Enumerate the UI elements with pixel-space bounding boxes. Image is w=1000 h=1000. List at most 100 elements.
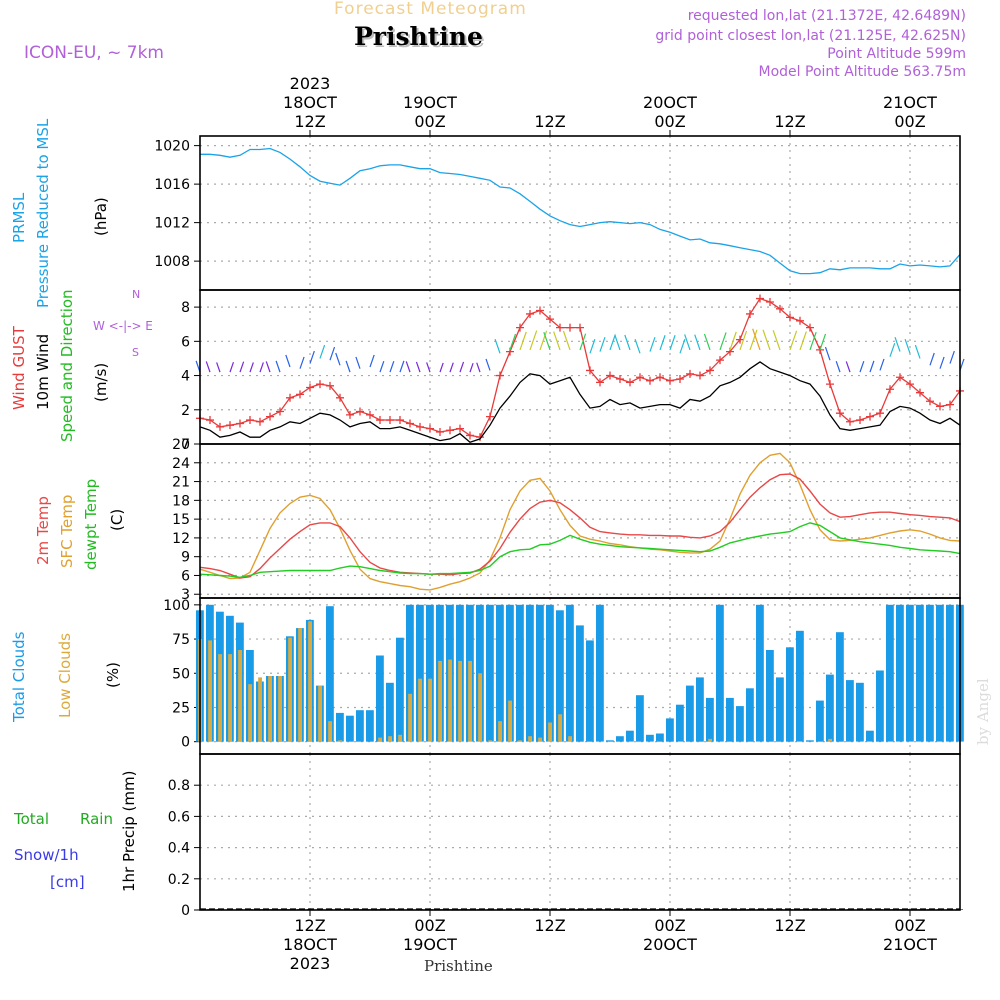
total-cloud-bar — [666, 718, 674, 742]
wind-arrow — [259, 362, 264, 373]
gridpoint-coords: grid point closest lon,lat (21.125E, 42.… — [655, 28, 966, 44]
wind-arrow — [859, 360, 865, 373]
time-label-top: 12Z — [534, 112, 565, 131]
wind-arrow — [265, 361, 271, 373]
wind-arrow — [752, 328, 761, 351]
gust-marker — [536, 306, 544, 315]
time-label-bottom: 12Z — [774, 916, 805, 935]
gust-marker — [476, 433, 484, 442]
low-cloud-bar — [318, 685, 322, 742]
total-cloud-bar — [866, 730, 874, 742]
wind-arrow — [762, 329, 771, 351]
time-label-bottom: 12Z — [294, 916, 325, 935]
wind-arrow — [329, 346, 336, 361]
total-cloud-bar — [836, 632, 844, 742]
wind-arrow — [319, 344, 326, 359]
wind-arrow — [703, 333, 711, 351]
gust-marker — [706, 366, 714, 375]
total-cloud-bar — [546, 604, 554, 742]
gust-marker — [486, 412, 494, 421]
point-altitude: Point Altitude 599m — [827, 46, 966, 62]
gust-marker — [366, 410, 374, 419]
low-cloud-bar — [448, 659, 452, 742]
gust-marker — [336, 393, 344, 402]
wind-arrow — [426, 362, 431, 373]
total-cloud-bar — [746, 688, 754, 742]
gust-marker — [426, 424, 434, 433]
total-cloud-bar — [856, 682, 864, 742]
gust-marker — [546, 315, 554, 324]
gust-marker — [676, 374, 684, 383]
time-label-top: 00Z — [894, 112, 925, 131]
y-tick-label: 18 — [172, 493, 190, 509]
gust-marker — [436, 428, 444, 437]
gust-marker — [556, 323, 564, 332]
wind-arrow — [634, 338, 641, 354]
gust-marker — [326, 381, 334, 390]
total-cloud-bar — [826, 674, 834, 742]
wind-arrow — [679, 338, 686, 354]
gust-marker — [826, 380, 834, 389]
y-tick-label: 25 — [172, 700, 190, 716]
compass-s: S — [132, 346, 139, 359]
gust-marker — [926, 397, 934, 406]
total-cloud-bar — [636, 695, 644, 742]
low-cloud-bar — [548, 722, 552, 742]
total-cloud-bar — [766, 650, 774, 742]
total-cloud-bar — [356, 710, 364, 742]
total-cloud-bar — [696, 677, 704, 742]
y-tick-label: 75 — [172, 632, 190, 648]
low-cloud-bar — [468, 660, 472, 742]
y-tick-label: 9 — [181, 550, 190, 566]
time-label-bottom: 12Z — [534, 916, 565, 935]
gust-marker — [866, 412, 874, 421]
gust-marker — [666, 376, 674, 385]
total-cloud-bar — [876, 670, 884, 742]
gust-marker — [856, 416, 864, 425]
wind-arrow — [879, 358, 885, 371]
low-cloud-bar — [208, 640, 212, 742]
gust-marker — [346, 410, 354, 419]
wind-arrow — [599, 337, 606, 352]
gust-marker — [586, 366, 594, 375]
gust-marker — [766, 297, 774, 306]
wind-arrow — [449, 362, 454, 373]
gust-marker — [936, 402, 944, 411]
total-cloud-bar — [626, 730, 634, 742]
wind-arrow — [659, 335, 666, 351]
gust-marker — [516, 323, 524, 332]
wind-arrow — [309, 350, 315, 364]
total-cloud-bar — [916, 604, 924, 742]
wind-arrow — [562, 330, 571, 351]
wind-arrow — [389, 360, 395, 373]
low-cloud-bar — [258, 677, 262, 742]
wind-arrow — [824, 346, 831, 361]
gust-marker — [286, 393, 294, 402]
wind-arrow — [889, 342, 896, 357]
gust-marker — [246, 416, 254, 425]
total-cloud-bar — [646, 734, 654, 742]
time-label-top: 20OCT — [643, 93, 697, 112]
wind-arrow — [459, 361, 465, 373]
y-tick-label: 0 — [181, 437, 190, 453]
low-cloud-bar — [508, 700, 512, 742]
gust-marker — [686, 369, 694, 378]
wind-arrow — [694, 334, 701, 351]
low-cloud-bar — [268, 676, 272, 742]
wind-arrow — [949, 350, 955, 364]
total-cloud-bar — [346, 715, 354, 742]
wind-arrow — [669, 335, 676, 351]
gust-marker — [236, 419, 244, 428]
gust-marker — [386, 416, 394, 425]
wind-arrow — [345, 360, 351, 373]
y-tick-label: 100 — [163, 598, 190, 614]
wind-arrow — [649, 337, 656, 352]
wind-arrow — [205, 361, 211, 373]
time-label-top: 12Z — [774, 112, 805, 131]
time-label-top: 00Z — [654, 112, 685, 131]
wind-arrow — [415, 361, 421, 373]
wind-arrow — [772, 330, 781, 351]
low-cloud-bar — [298, 628, 302, 742]
time-label-bottom: 2023 — [290, 954, 331, 973]
low-cloud-bar — [378, 737, 382, 742]
